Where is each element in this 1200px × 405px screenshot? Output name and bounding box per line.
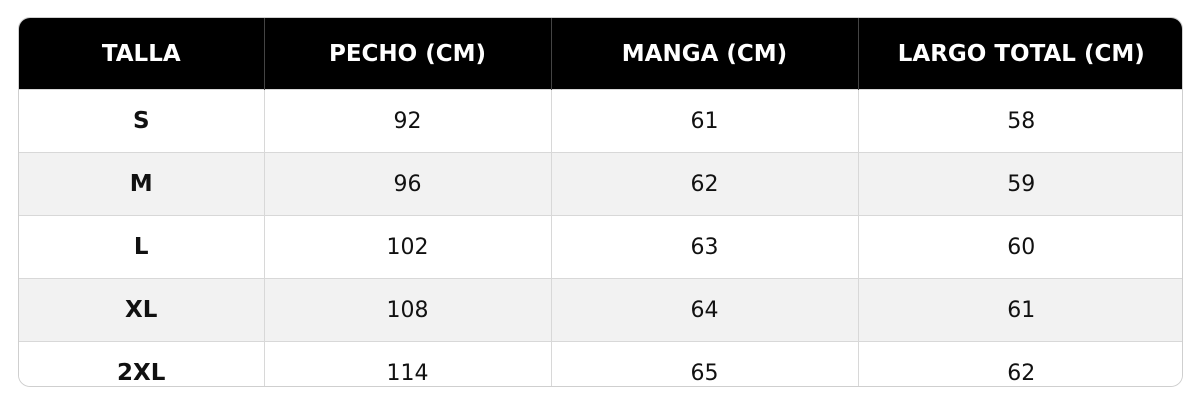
measure-cell: 108 <box>263 278 551 342</box>
measure-cell: 59 <box>857 152 1182 216</box>
measure-cell: 58 <box>857 89 1182 153</box>
measure-cell: 102 <box>263 215 551 279</box>
measure-cell: 92 <box>263 89 551 153</box>
table-row: 2XL 114 65 62 <box>19 341 1182 386</box>
measure-cell: 63 <box>550 215 858 279</box>
measure-cell: 62 <box>550 152 858 216</box>
size-cell: XL <box>19 278 264 342</box>
table-row: XL 108 64 61 <box>19 278 1182 342</box>
measure-cell: 64 <box>550 278 858 342</box>
size-table: TALLA PECHO (CM) MANGA (CM) LARGO TOTAL (CM… <box>19 18 1182 386</box>
header-cell: MANGA (CM) <box>550 18 858 90</box>
size-table-card: TALLA PECHO (CM) MANGA (CM) LARGO TOTAL (CM… <box>18 17 1183 387</box>
measure-cell: 60 <box>857 215 1182 279</box>
size-cell: L <box>19 215 264 279</box>
table-row: L 102 63 60 <box>19 215 1182 279</box>
table-row: S 92 61 58 <box>19 89 1182 153</box>
size-cell: S <box>19 89 264 153</box>
header-cell: PECHO (CM) <box>263 18 551 90</box>
measure-cell: 65 <box>550 341 858 386</box>
header-cell: LARGO TOTAL (CM) <box>857 18 1182 90</box>
header-row: TALLA PECHO (CM) MANGA (CM) LARGO TOTAL (CM… <box>19 18 1182 90</box>
measure-cell: 114 <box>263 341 551 386</box>
table-row: M 96 62 59 <box>19 152 1182 216</box>
size-cell: 2XL <box>19 341 264 386</box>
measure-cell: 61 <box>550 89 858 153</box>
table-body: S 92 61 58 M 96 62 59 L 102 63 60 XL 108 64 61 2XL 114 65 6… <box>19 89 1182 386</box>
size-cell: M <box>19 152 264 216</box>
measure-cell: 62 <box>857 341 1182 386</box>
header-cell: TALLA <box>19 18 264 90</box>
measure-cell: 61 <box>857 278 1182 342</box>
measure-cell: 96 <box>263 152 551 216</box>
